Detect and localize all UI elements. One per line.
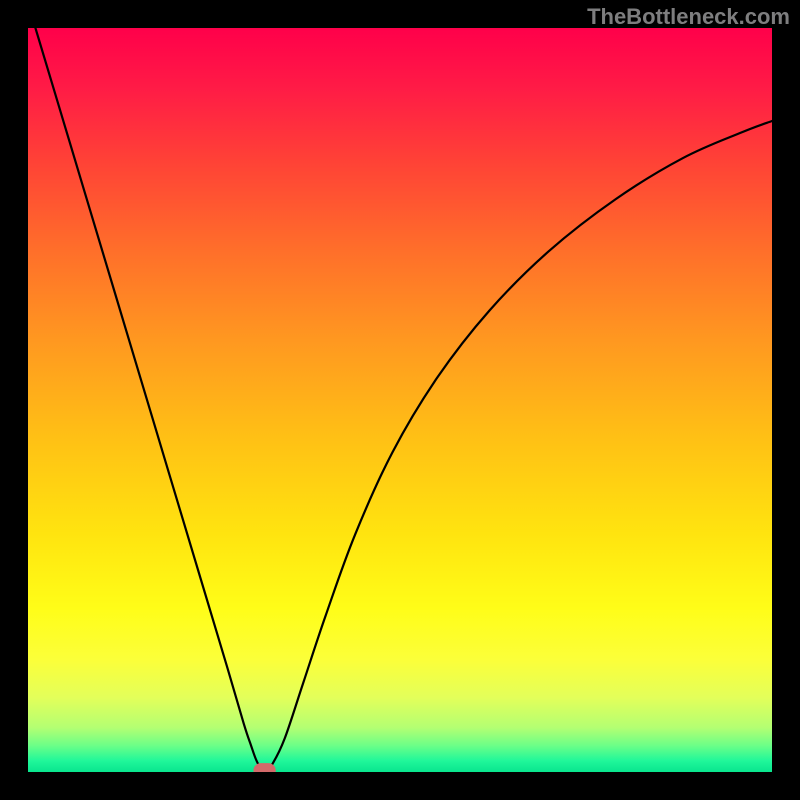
plot-area	[28, 28, 772, 772]
chart-svg	[28, 28, 772, 772]
gradient-background	[28, 28, 772, 772]
watermark-text: TheBottleneck.com	[587, 4, 790, 30]
minimum-marker	[253, 763, 275, 772]
figure-container: TheBottleneck.com	[0, 0, 800, 800]
